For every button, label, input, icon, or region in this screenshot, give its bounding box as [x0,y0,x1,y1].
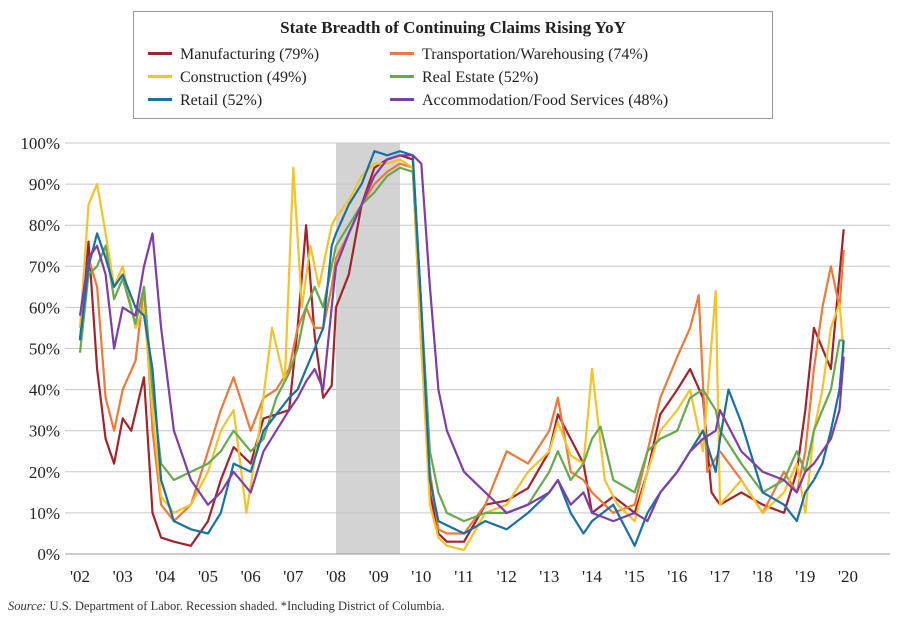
x-tick-label: '19 [795,567,815,586]
x-tick-label: '20 [838,567,858,586]
legend-swatch [148,52,172,55]
x-tick-label: '15 [625,567,645,586]
x-tick-label: '14 [582,567,603,586]
x-tick-label: '03 [113,567,133,586]
legend-swatch [390,75,414,78]
source-note: Source: U.S. Department of Labor. Recess… [8,599,445,614]
y-tick-label: 40% [29,381,60,400]
x-tick-label: '12 [497,567,517,586]
legend-item-1: Transportation/Warehousing (74%) [390,46,648,64]
x-tick-label: '06 [241,567,261,586]
chart-title: State Breadth of Continuing Claims Risin… [280,18,626,37]
y-tick-label: 100% [20,134,60,153]
x-tick-label: '13 [539,567,559,586]
series-lines [78,150,845,551]
y-tick-label: 50% [29,340,60,359]
legend-item-3: Real Estate (52%) [390,69,538,87]
x-tick-label: '02 [70,567,90,586]
legend-label: Transportation/Warehousing (74%) [422,46,649,63]
series-line-4 [78,150,845,547]
legend-swatch [390,52,414,55]
legend-label: Construction (49%) [180,69,307,86]
x-tick-label: '04 [155,567,176,586]
y-tick-label: 30% [29,422,60,441]
y-tick-label: 0% [37,545,60,564]
x-tick-label: '18 [753,567,773,586]
x-tick-label: '07 [283,567,304,586]
legend-item-5: Accommodation/Food Services (48%) [390,92,668,110]
legend-label: Real Estate (52%) [422,69,539,86]
y-tick-label: 20% [29,463,60,482]
x-tick-label: '16 [667,567,687,586]
source-label: Source: [8,599,47,613]
legend-swatch [390,98,414,101]
y-tick-label: 60% [29,298,60,317]
x-tick-label: '10 [411,567,431,586]
legend-item-0: Manufacturing (79%) [148,46,319,64]
series-line-5 [78,154,845,523]
y-tick-label: 90% [29,175,60,194]
x-tick-label: '17 [710,567,731,586]
chart-legend: State Breadth of Continuing Claims Risin… [133,11,773,119]
y-tick-label: 80% [29,216,60,235]
series-line-2 [78,158,845,551]
x-tick-label: '11 [454,567,473,586]
y-tick-label: 70% [29,257,60,276]
legend-swatch [148,75,172,78]
legend-label: Retail (52%) [180,92,263,109]
legend-swatch [148,98,172,101]
source-text: U.S. Department of Labor. Recession shad… [49,599,445,613]
gridlines [65,142,890,555]
legend-label: Accommodation/Food Services (48%) [422,92,669,109]
legend-item-4: Retail (52%) [148,92,262,110]
series-line-0 [78,154,845,547]
legend-item-2: Construction (49%) [148,69,307,87]
y-tick-label: 10% [29,504,60,523]
x-tick-label: '05 [198,567,218,586]
legend-label: Manufacturing (79%) [180,46,320,63]
x-tick-label: '08 [326,567,346,586]
x-axis-tick-labels: '02 '03 '04 '05 '06 '07 '08 '09 '10 '11 '12 '13 '14 '… [70,567,858,586]
y-axis-tick-labels: 0% 10% 20% 30% 40% 50% 60% 70% 80% 90% 100% [20,134,60,564]
x-tick-label: '09 [369,567,389,586]
